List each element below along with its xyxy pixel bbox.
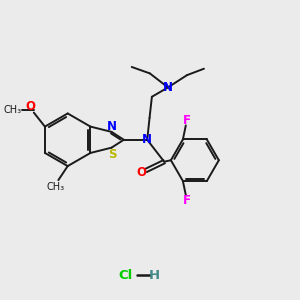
Text: N: N — [107, 119, 117, 133]
Text: F: F — [182, 114, 190, 127]
Text: S: S — [108, 148, 116, 160]
Text: H: H — [149, 268, 160, 282]
Text: N: N — [163, 81, 173, 94]
Text: CH₃: CH₃ — [46, 182, 64, 191]
Text: CH₃: CH₃ — [4, 105, 22, 115]
Text: O: O — [25, 100, 35, 113]
Text: Cl: Cl — [118, 268, 132, 282]
Text: O: O — [136, 166, 146, 179]
Text: F: F — [182, 194, 190, 206]
Text: N: N — [142, 133, 152, 146]
